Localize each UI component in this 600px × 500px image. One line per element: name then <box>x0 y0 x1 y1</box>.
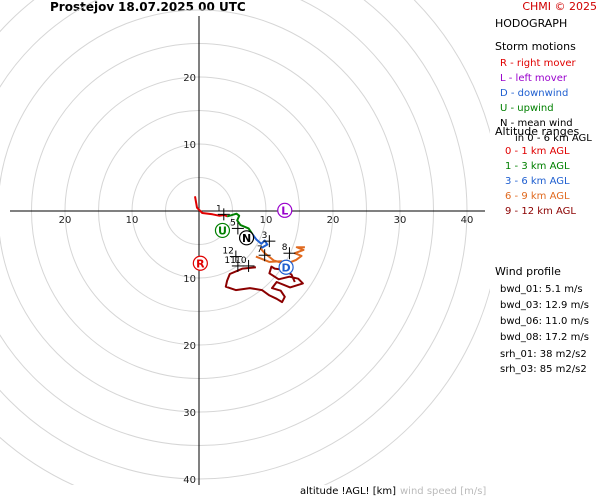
motion-circle <box>192 255 208 271</box>
height-label: 10 <box>235 256 247 266</box>
wind-profile-item-2: bwd_06: 11.0 m/s <box>500 316 589 327</box>
helicity-item-0: srh_01: 38 m2/s2 <box>500 349 587 360</box>
storm-motions-legend: R - right mover L - left mover D - downwin… <box>500 56 592 146</box>
storm-motion-N: N <box>238 230 255 246</box>
height-label: 5 <box>230 218 236 228</box>
x-tick-label: 40 <box>461 215 474 226</box>
y-tick-label: 10 <box>183 140 196 151</box>
chart-title: HODOGRAPH <box>495 17 568 30</box>
y-tick-label: 40 <box>183 475 196 485</box>
storm-motion-L: L <box>277 202 293 218</box>
height-marker-1: 1 <box>216 204 230 221</box>
height-marker-11: 11 <box>224 256 244 272</box>
motion-circle <box>277 202 293 218</box>
motion-circle <box>278 259 294 275</box>
storm-motion-legend-item-3: U - upwind <box>500 103 554 114</box>
wind-profile-heading: Wind profile <box>495 265 561 278</box>
motion-label: D <box>282 261 291 274</box>
motion-circle <box>238 230 255 246</box>
motion-label: L <box>281 204 288 217</box>
helicity-item-1: srh_03: 85 m2/s2 <box>500 364 587 375</box>
height-label: 8 <box>282 243 288 253</box>
storm-motion-legend-item-5: in 0 - 6 km AGL <box>515 133 592 144</box>
height-marker-8: 8 <box>282 243 296 260</box>
station-name: Prostejov <box>50 0 115 14</box>
x-tick-label: 20 <box>327 215 340 226</box>
hodograph-segment-1-3 <box>226 212 254 235</box>
height-label: 3 <box>262 231 268 241</box>
y-tick-label: 30 <box>183 408 196 419</box>
altitude-legend-item-4: 9 - 12 km AGL <box>505 206 576 217</box>
height-marker-3: 3 <box>262 231 276 248</box>
altitude-heading: Altitude ranges <box>495 125 580 138</box>
altitude-legend-item-1: 1 - 3 km AGL <box>505 161 570 172</box>
height-marker-7: 7 <box>257 245 271 262</box>
y-tick-label: 20 <box>183 341 196 352</box>
storm-motions-heading: Storm motions <box>495 40 576 53</box>
helicity-list: srh_01: 38 m2/s2 srh_03: 85 m2/s2 <box>500 347 587 377</box>
storm-motion-R: R <box>192 255 208 271</box>
motion-circle <box>214 222 231 239</box>
wind-profile-item-0: bwd_01: 5.1 m/s <box>500 284 583 295</box>
storm-motion-legend-item-0: R - right mover <box>500 58 576 69</box>
wind-profile-list: bwd_01: 5.1 m/s bwd_03: 12.9 m/s bwd_06: 1… <box>500 282 589 346</box>
storm-motion-U: U <box>214 222 231 239</box>
height-label: 11 <box>224 256 235 266</box>
altitude-caption: altitude !AGL! [km] <box>300 486 397 497</box>
credit: CHMI © 2025 <box>522 0 597 13</box>
hodograph-segment-0-1 <box>194 196 228 218</box>
height-label: 12 <box>222 247 233 257</box>
x-tick-label: 10 <box>126 215 139 226</box>
height-label: 7 <box>257 245 263 255</box>
wind-profile-item-3: bwd_08: 17.2 m/s <box>500 332 589 343</box>
motion-label: N <box>242 232 251 245</box>
motion-label: U <box>218 224 227 237</box>
storm-motion-legend-item-2: D - downwind <box>500 88 569 99</box>
storm-motion-legend-item-1: L - left mover <box>500 73 567 84</box>
wind-speed-caption: wind speed [m/s] <box>400 486 487 497</box>
storm-motion-D: D <box>278 259 294 275</box>
hodograph-segment-3-6 <box>251 233 269 250</box>
y-tick-label: 10 <box>183 274 196 285</box>
height-marker-10: 10 <box>235 256 255 272</box>
wind-profile-item-1: bwd_03: 12.9 m/s <box>500 300 589 311</box>
hodograph-segment-6-9 <box>259 246 305 265</box>
motion-label: R <box>196 257 205 270</box>
x-tick-label: 10 <box>260 215 273 226</box>
height-marker-5: 5 <box>230 218 244 235</box>
hodograph-segment-9-12 <box>224 265 304 304</box>
altitude-legend: 0 - 1 km AGL 1 - 3 km AGL 3 - 6 km AGL 6 - … <box>505 144 576 219</box>
height-marker-12: 12 <box>222 247 242 263</box>
altitude-legend-item-0: 0 - 1 km AGL <box>505 146 570 157</box>
x-tick-label: 30 <box>394 215 407 226</box>
altitude-legend-item-3: 6 - 9 km AGL <box>505 191 570 202</box>
x-tick-label: 20 <box>59 215 72 226</box>
y-tick-label: 20 <box>183 73 196 84</box>
altitude-legend-item-2: 3 - 6 km AGL <box>505 176 570 187</box>
storm-motion-legend-item-4: N - mean wind <box>500 118 573 129</box>
height-label: 1 <box>216 204 222 214</box>
